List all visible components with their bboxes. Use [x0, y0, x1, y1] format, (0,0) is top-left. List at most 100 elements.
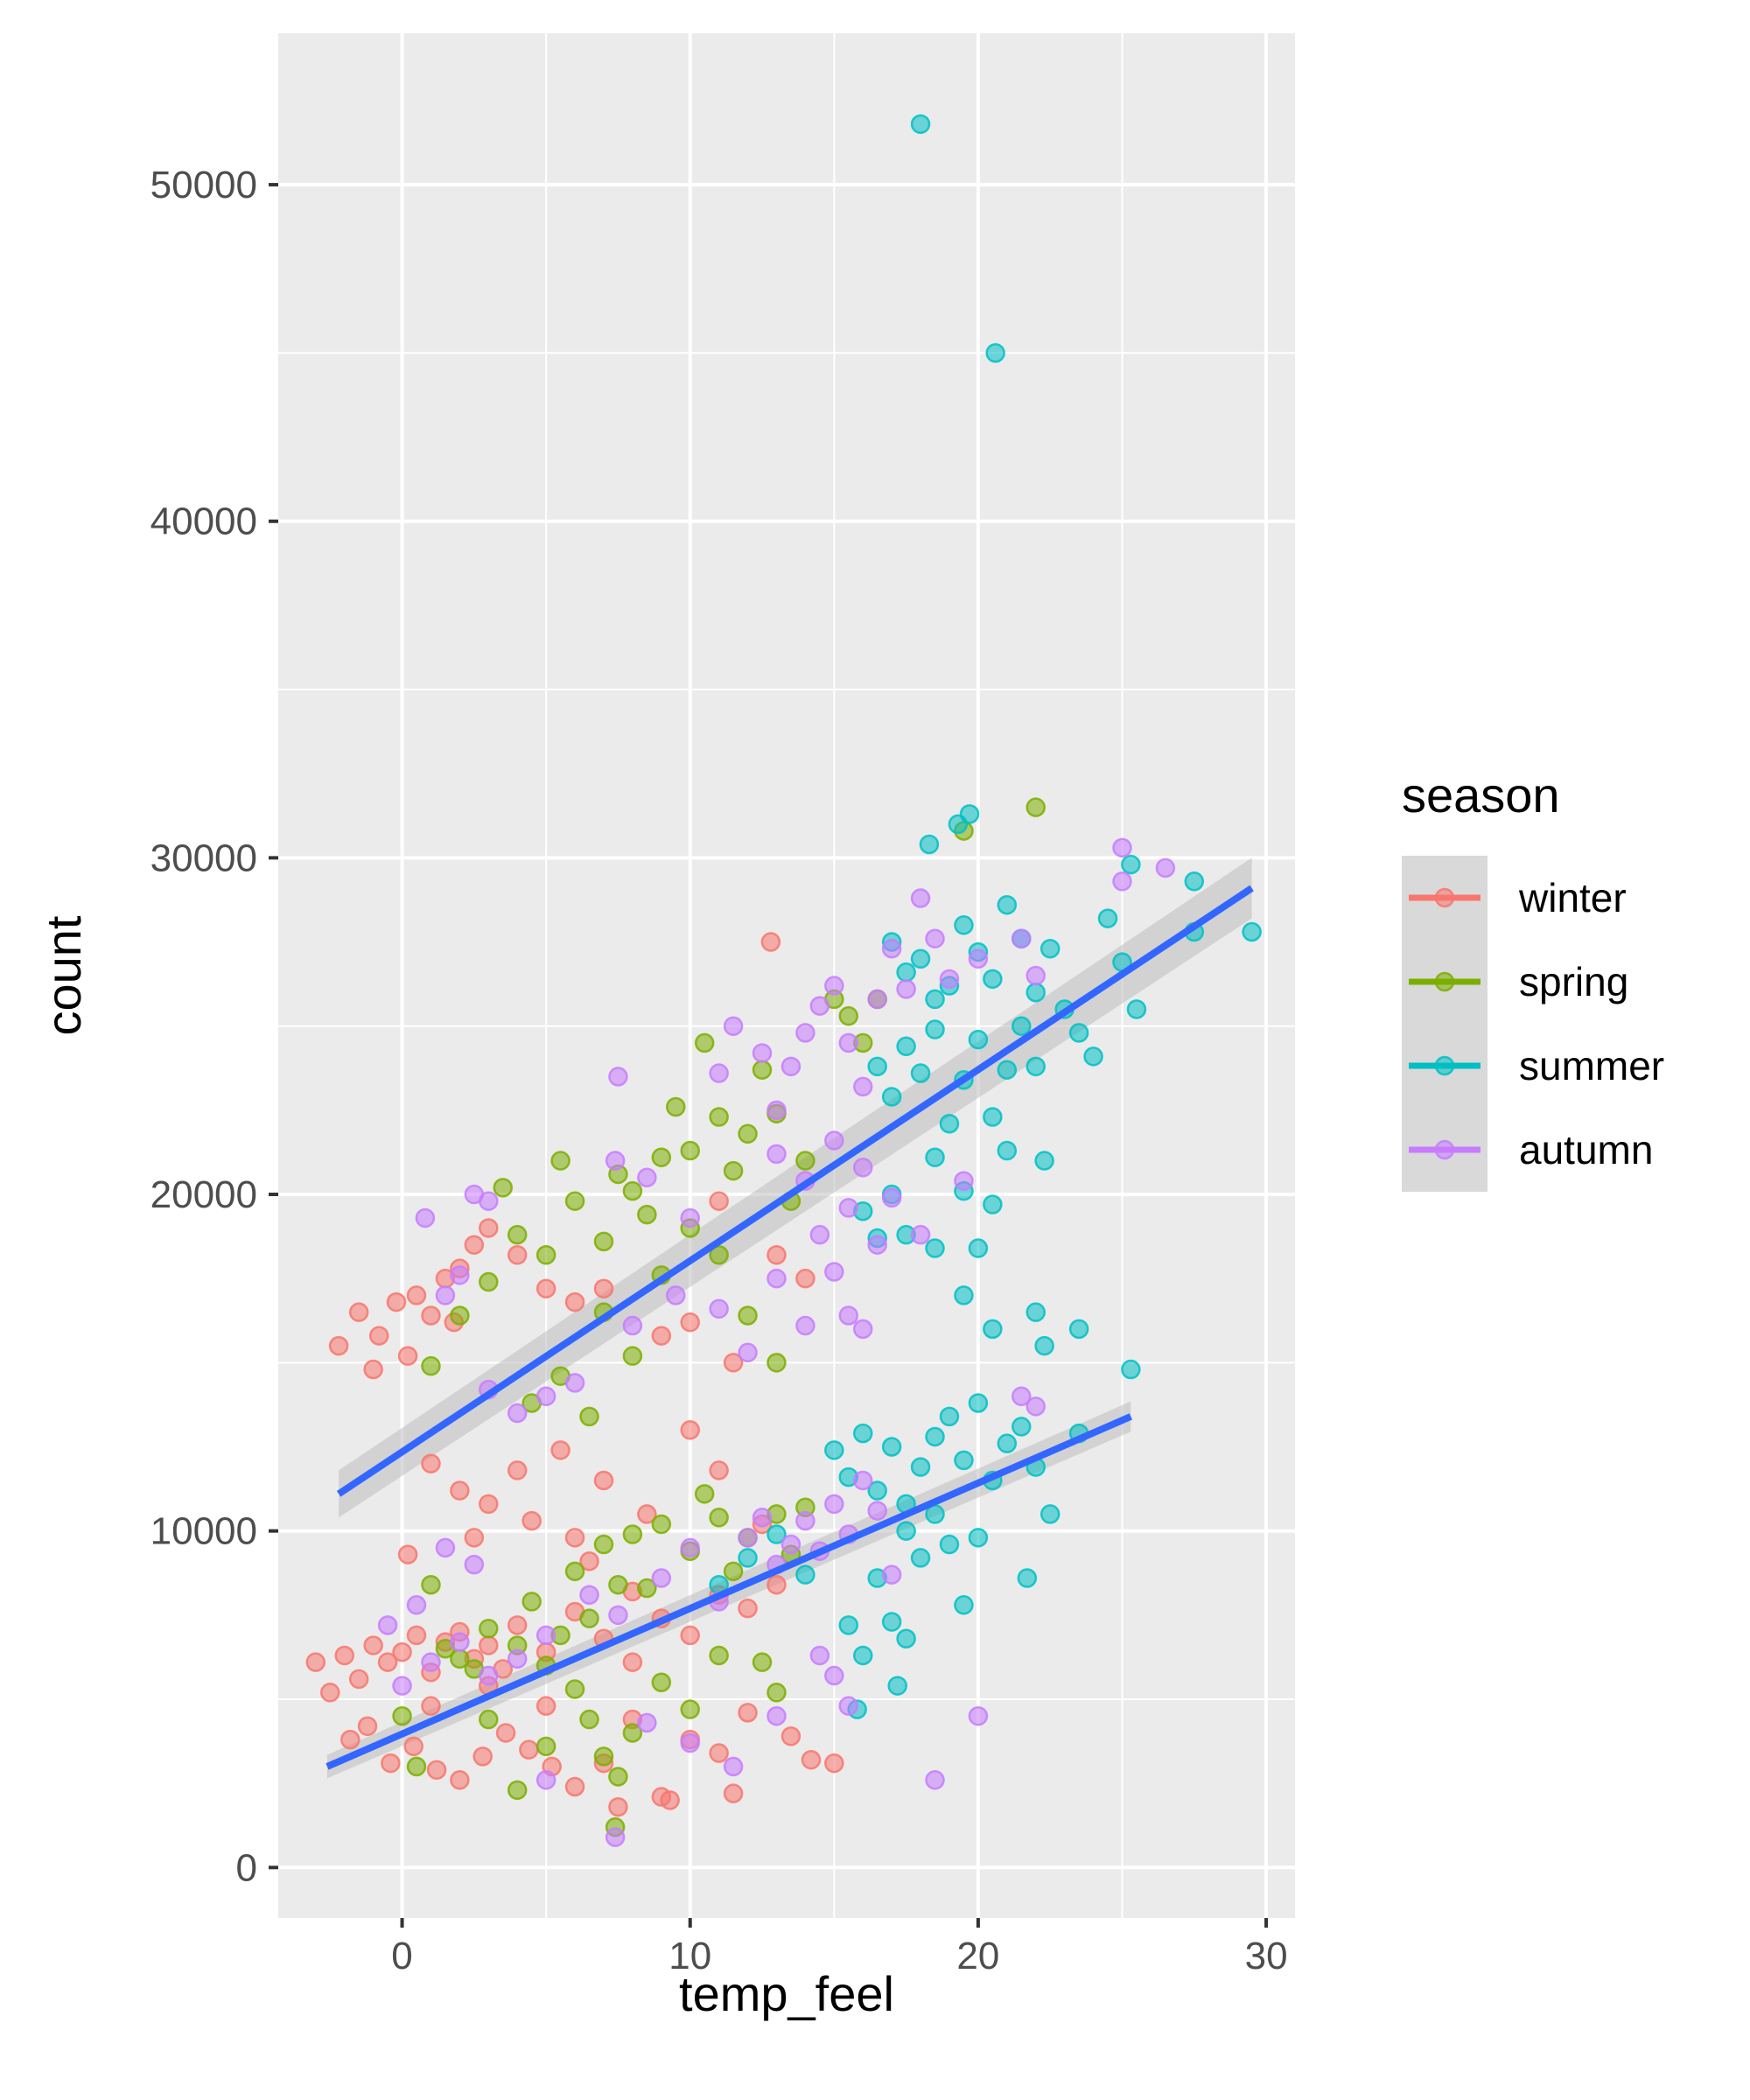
data-point [1026, 1056, 1046, 1077]
data-point [852, 1423, 873, 1444]
data-point [867, 1235, 887, 1255]
data-point [997, 1140, 1018, 1161]
data-point [348, 1669, 369, 1690]
data-point [1112, 872, 1132, 892]
x-tick-label: 0 [391, 1935, 412, 1978]
data-point [780, 1534, 802, 1555]
data-point [809, 1645, 830, 1666]
data-point [464, 1528, 485, 1548]
data-point [824, 1440, 844, 1460]
data-point [680, 1699, 700, 1719]
data-point [450, 1265, 470, 1285]
data-point [983, 1319, 1003, 1340]
data-point [838, 1032, 859, 1054]
data-point [780, 1726, 802, 1746]
data-point [450, 1480, 470, 1501]
data-point [479, 1271, 499, 1292]
data-point [1040, 1504, 1060, 1524]
data-point [1242, 921, 1262, 942]
data-point [925, 928, 945, 948]
data-point [881, 1564, 902, 1585]
data-point [939, 1534, 960, 1555]
data-point [723, 1160, 744, 1181]
legend-entry-spring: spring [1409, 959, 1628, 1004]
data-point [579, 1406, 599, 1427]
data-point [622, 1652, 643, 1672]
data-point [421, 1355, 441, 1376]
data-point [896, 962, 916, 983]
data-point [464, 1554, 485, 1575]
data-point [564, 1561, 585, 1582]
legend-key-point [1434, 1055, 1455, 1076]
data-point [507, 1460, 528, 1480]
data-point [723, 1783, 744, 1803]
data-point [1068, 1023, 1089, 1043]
data-point [824, 1494, 844, 1515]
data-point [824, 976, 844, 996]
data-point [985, 343, 1005, 363]
data-point [680, 1625, 700, 1646]
data-point [579, 1608, 599, 1628]
data-point [766, 1100, 787, 1121]
data-point [919, 834, 940, 855]
data-point [997, 1060, 1018, 1080]
data-point [450, 1306, 470, 1326]
data-point [766, 1353, 787, 1373]
data-point [709, 1063, 729, 1083]
data-point [760, 932, 781, 952]
legend-entries: winter spring summer autumn [1409, 875, 1664, 1172]
data-point [723, 1353, 744, 1373]
data-point [479, 1709, 499, 1730]
data-point [766, 1705, 787, 1726]
data-point [608, 1605, 628, 1626]
data-point [959, 804, 980, 824]
data-point [507, 1648, 528, 1670]
data-point [450, 1632, 470, 1652]
data-point [593, 1278, 614, 1298]
data-point [340, 1729, 360, 1750]
data-point [637, 1578, 657, 1599]
data-point [983, 1194, 1003, 1214]
data-point [1012, 1016, 1032, 1036]
data-point [738, 1528, 758, 1548]
data-point [766, 1268, 787, 1289]
data-point [479, 1618, 499, 1639]
data-point [519, 1740, 539, 1760]
data-point [795, 1510, 816, 1531]
data-point [766, 1574, 787, 1595]
data-point [709, 1508, 729, 1528]
legend-label: spring [1519, 959, 1628, 1004]
legend-label: summer [1519, 1043, 1664, 1088]
data-point [593, 1470, 614, 1491]
data-point [522, 1510, 542, 1531]
data-point [680, 1208, 700, 1228]
trend-line [336, 885, 1254, 1497]
data-point [637, 1167, 657, 1188]
data-point [852, 1645, 873, 1666]
legend-key-point [1434, 971, 1455, 992]
data-point [852, 1076, 873, 1097]
legend-label: winter [1518, 875, 1627, 920]
data-point [660, 1790, 680, 1810]
data-point [968, 1705, 989, 1726]
data-point [824, 1665, 844, 1686]
data-point [507, 1403, 528, 1424]
legend-label: autumn [1519, 1127, 1653, 1172]
data-point [867, 1056, 887, 1077]
data-point [622, 1723, 643, 1743]
data-point [450, 1770, 470, 1790]
data-point [925, 989, 945, 1010]
data-point [377, 1615, 398, 1635]
data-point [881, 1087, 902, 1107]
data-point [801, 1749, 822, 1770]
data-point [622, 1180, 643, 1201]
data-point [421, 1306, 441, 1326]
data-point [605, 1151, 626, 1171]
data-point [896, 1521, 916, 1541]
data-point [867, 1480, 887, 1501]
data-point [867, 1501, 887, 1521]
data-point [397, 1544, 418, 1564]
data-point [968, 948, 989, 970]
data-point [334, 1645, 354, 1666]
